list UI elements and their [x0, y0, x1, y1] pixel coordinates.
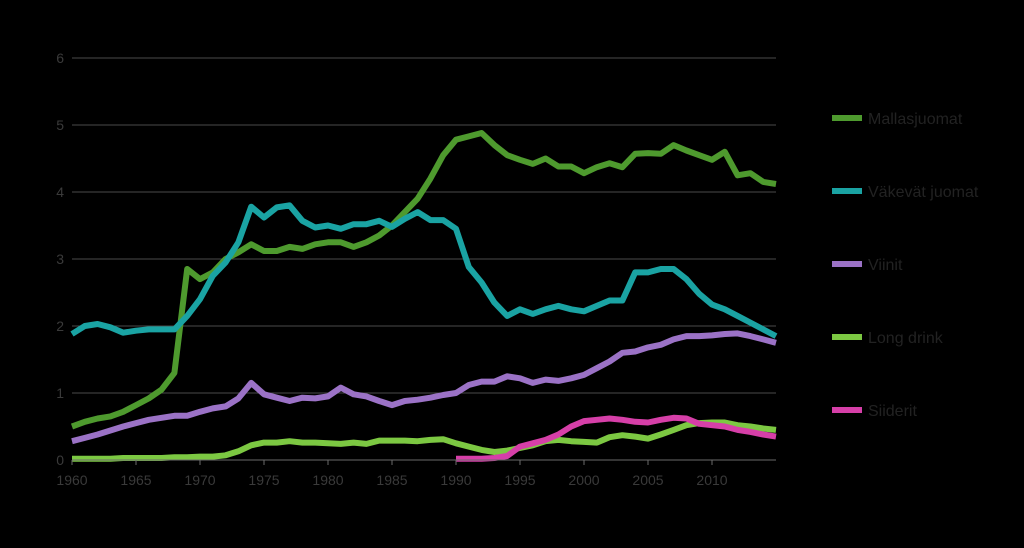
x-tick-label: 2005	[632, 472, 663, 488]
x-tick-label: 1975	[248, 472, 279, 488]
x-tick-label: 1970	[184, 472, 215, 488]
legend-label-v-kev-t-juomat: Väkevät juomat	[868, 184, 979, 201]
x-tick-label: 1985	[376, 472, 407, 488]
series-line-siiderit	[456, 414, 777, 462]
y-tick-label: 2	[56, 318, 64, 334]
legend-label-viinit: Viinit	[868, 257, 903, 274]
y-tick-label: 0	[56, 452, 64, 468]
series-line-viinit	[71, 330, 777, 445]
y-tick-label: 1	[56, 385, 64, 401]
x-tick-label: 1995	[504, 472, 535, 488]
series-line-mallasjuomat	[70, 130, 777, 430]
x-tick-label: 2000	[568, 472, 599, 488]
gridlines	[72, 57, 776, 394]
x-axis	[71, 459, 776, 465]
y-axis-ticks: 0 1 2 3 4 5 6	[56, 50, 64, 468]
legend-label-long-drink: Long drink	[868, 330, 944, 347]
legend-label-mallasjuomat: Mallasjuomat	[868, 111, 963, 128]
legend: Mallasjuomat Väkevät juomat Viinit Long dri…	[832, 111, 979, 420]
x-tick-label: 2010	[696, 472, 727, 488]
legend-label-siiderit: Siiderit	[868, 403, 917, 420]
x-tick-label: 1965	[120, 472, 151, 488]
y-tick-label: 4	[56, 184, 64, 200]
x-tick-label: 1960	[56, 472, 87, 488]
series-line-long-drink	[72, 419, 777, 462]
y-tick-label: 5	[56, 117, 64, 133]
x-tick-label: 1980	[312, 472, 343, 488]
x-tick-label: 1990	[440, 472, 471, 488]
series-line-v-kev-t-juomat	[70, 202, 778, 339]
y-tick-label: 6	[56, 50, 64, 66]
y-tick-label: 3	[56, 251, 64, 267]
x-axis-ticks: 1960 1965 1970 1975 1980 1985 1990 1995 2000 2005…	[56, 472, 727, 488]
series-lines	[70, 130, 778, 462]
